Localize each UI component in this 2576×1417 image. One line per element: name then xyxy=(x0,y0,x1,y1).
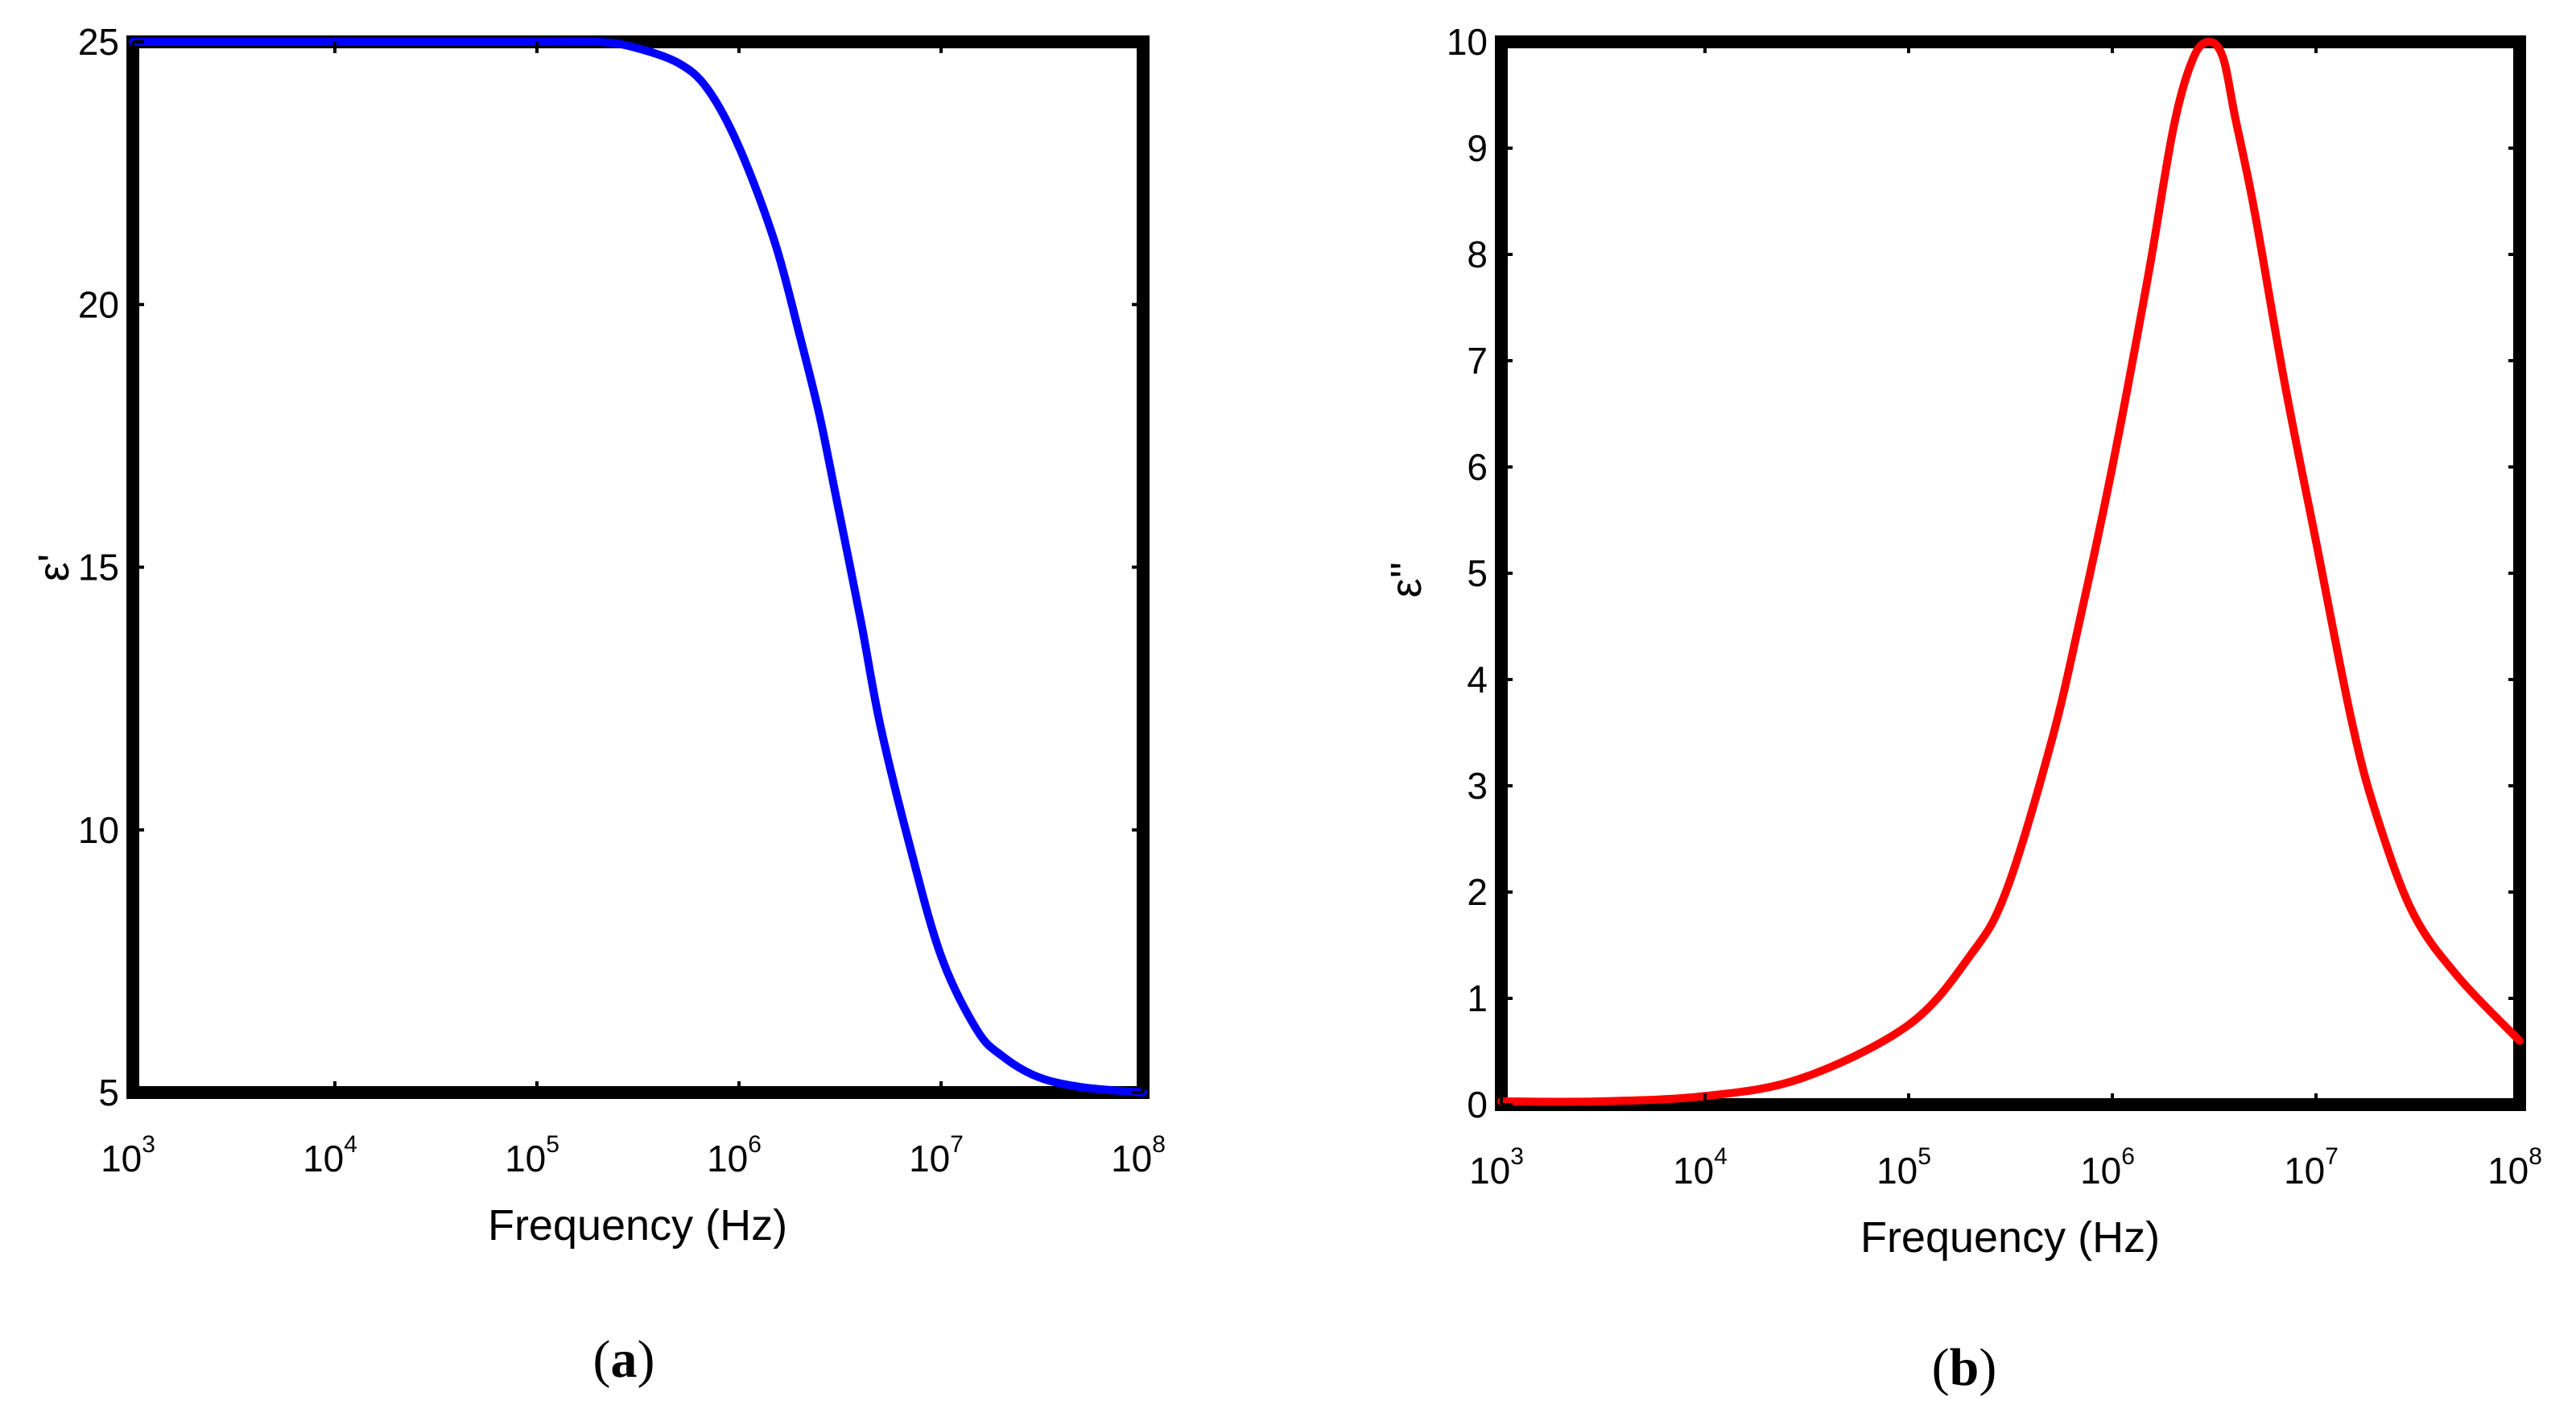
y-tick-label: 6 xyxy=(1467,446,1488,488)
y-tick-label: 25 xyxy=(78,21,119,63)
y-tick-label: 3 xyxy=(1467,765,1488,807)
y-tick-label: 15 xyxy=(78,547,119,589)
plot-marks: 103 104 105 106 107 108 0 1 2 3 4 5 6 7 8 9 10 xyxy=(1447,21,2542,1192)
x-tick-label: 108 xyxy=(2487,1143,2542,1192)
x-tick-label: 103 xyxy=(1469,1143,1524,1192)
y-tick-label: 4 xyxy=(1467,659,1488,700)
x-tick-label: 108 xyxy=(1111,1131,1166,1179)
x-tick-label: 107 xyxy=(909,1131,964,1179)
y-tick-label: 1 xyxy=(1467,977,1488,1019)
x-tick-label: 104 xyxy=(1673,1143,1728,1192)
x-tick-label: 107 xyxy=(2284,1143,2339,1192)
plot-frame xyxy=(126,35,1150,1099)
x-tick-label: 104 xyxy=(303,1131,357,1179)
y-tick-label: 20 xyxy=(78,283,119,325)
chart-panel-b: 103 104 105 106 107 108 0 1 2 3 4 5 6 7 8 9 10 Frequency… xyxy=(1382,21,2542,1397)
series-line-0 xyxy=(1497,38,2524,1106)
chart-panel-a: 103 104 105 106 107 108 5 10 15 20 25 Frequency (H… xyxy=(30,21,1166,1389)
x-axis-label: Frequency (Hz) xyxy=(1860,1213,2160,1262)
x-tick-label: 105 xyxy=(505,1131,559,1179)
y-tick-label: 5 xyxy=(1467,552,1488,594)
y-tick-label: 0 xyxy=(1467,1084,1488,1126)
panel-label: (a) xyxy=(593,1330,655,1389)
plot-marks: 103 104 105 106 107 108 5 10 15 20 25 xyxy=(78,21,1166,1179)
panel-label: (b) xyxy=(1932,1338,1997,1397)
x-axis-label: Frequency (Hz) xyxy=(488,1201,787,1250)
y-tick-label: 7 xyxy=(1467,340,1488,382)
y-tick-label: 2 xyxy=(1467,871,1488,913)
x-tick-label: 106 xyxy=(2080,1143,2135,1192)
x-tick-label: 103 xyxy=(101,1131,155,1179)
series-line-0 xyxy=(129,37,1147,1097)
plot-frame xyxy=(1495,35,2526,1111)
y-tick-label: 9 xyxy=(1467,127,1488,169)
y-tick-label: 5 xyxy=(98,1072,119,1113)
y-tick-label: 10 xyxy=(1447,21,1488,63)
y-tick-label: 10 xyxy=(78,809,119,851)
y-tick-label: 8 xyxy=(1467,233,1488,275)
y-axis-label: ε' xyxy=(30,554,78,581)
y-axis-label: ε'' xyxy=(1382,562,1430,598)
x-tick-label: 105 xyxy=(1876,1143,1931,1192)
x-tick-label: 106 xyxy=(707,1131,762,1179)
